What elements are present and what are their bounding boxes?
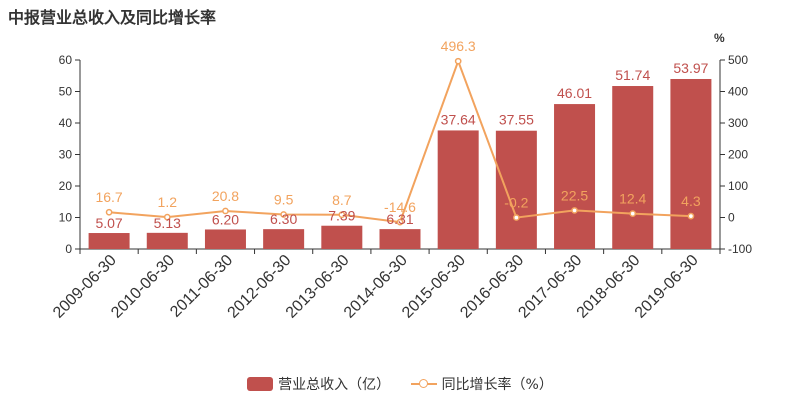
line-value-label: -0.2 — [504, 195, 528, 211]
x-tick-label: 2019-06-30 — [632, 252, 702, 322]
bar-value-label: 51.74 — [615, 67, 650, 83]
legend: 营业总收入（亿） 同比增长率（%） — [0, 374, 800, 395]
y-right-tick-label: 400 — [728, 85, 748, 99]
bar-value-label: 6.30 — [270, 211, 297, 227]
bar-value-label: 6.20 — [212, 211, 239, 227]
line-point — [222, 207, 229, 215]
y-right-tick-label: -100 — [728, 242, 752, 256]
line-point — [513, 214, 520, 221]
bar-value-label: 7.39 — [328, 208, 355, 224]
bar-value-label: 5.13 — [154, 215, 181, 231]
bar-value-label: 37.64 — [441, 111, 476, 127]
bar — [88, 233, 130, 249]
line-value-label: 9.5 — [274, 192, 294, 208]
legend-label-revenue: 营业总收入（亿） — [278, 377, 391, 393]
bar-value-label: 37.55 — [499, 112, 534, 128]
y-left-tick-label: 60 — [59, 53, 73, 67]
line-value-label: 22.5 — [561, 187, 588, 203]
bar — [263, 229, 305, 249]
bar — [670, 78, 712, 249]
line-value-label: 4.3 — [681, 193, 701, 209]
legend-item-growth[interactable]: 同比增长率（%） — [410, 374, 553, 394]
growth-line — [109, 58, 691, 224]
line-value-label: 8.7 — [332, 192, 352, 208]
bar — [379, 229, 421, 249]
bar — [146, 232, 188, 249]
line-point — [396, 218, 404, 226]
y-left-tick-label: 50 — [59, 85, 73, 99]
line-value-label: 20.8 — [212, 188, 239, 204]
line-swatch-icon — [410, 377, 437, 391]
bar — [612, 86, 654, 249]
y-right-unit: % — [714, 31, 725, 45]
y-left-tick-label: 0 — [65, 242, 72, 256]
y-left-tick-label: 40 — [59, 116, 73, 130]
bar — [554, 104, 596, 249]
line-point — [629, 210, 637, 217]
bar-value-label: 6.31 — [386, 211, 413, 227]
chart-title: 中报营业总收入及同比增长率 — [8, 8, 217, 27]
y-right-tick-label: 500 — [728, 53, 748, 67]
line-point — [454, 57, 462, 65]
line-value-label: 1.2 — [158, 194, 178, 210]
line-point — [338, 211, 346, 219]
line-point — [280, 211, 287, 218]
bar-value-label: 5.07 — [95, 215, 122, 231]
bar — [437, 130, 479, 249]
line-value-label: -14.6 — [384, 199, 416, 215]
y-right-tick-label: 200 — [728, 148, 748, 162]
bar — [204, 229, 246, 249]
line-value-label: 12.4 — [619, 191, 646, 207]
bar-value-label: 46.01 — [557, 85, 592, 101]
x-tick-label: 2010-06-30 — [108, 252, 178, 322]
y-right-tick-label: 100 — [728, 179, 748, 193]
bar — [495, 130, 537, 249]
legend-label-growth: 同比增长率（%） — [441, 377, 553, 393]
bar-swatch-icon — [247, 377, 274, 391]
bar — [321, 225, 363, 249]
line-point — [105, 208, 113, 216]
y-left-tick-label: 10 — [59, 211, 73, 225]
line-point — [687, 212, 695, 220]
y-left-tick-label: 30 — [59, 148, 73, 162]
line-point — [163, 213, 171, 221]
y-right-tick-label: 300 — [728, 116, 748, 130]
line-value-label: 16.7 — [95, 189, 122, 205]
bar-value-label: 53.97 — [673, 60, 708, 76]
line-point — [571, 207, 578, 214]
y-right-tick-label: 0 — [728, 211, 735, 225]
line-value-label: 496.3 — [441, 38, 476, 54]
y-left-tick-label: 20 — [59, 179, 73, 193]
legend-item-revenue[interactable]: 营业总收入（亿） — [247, 374, 390, 394]
